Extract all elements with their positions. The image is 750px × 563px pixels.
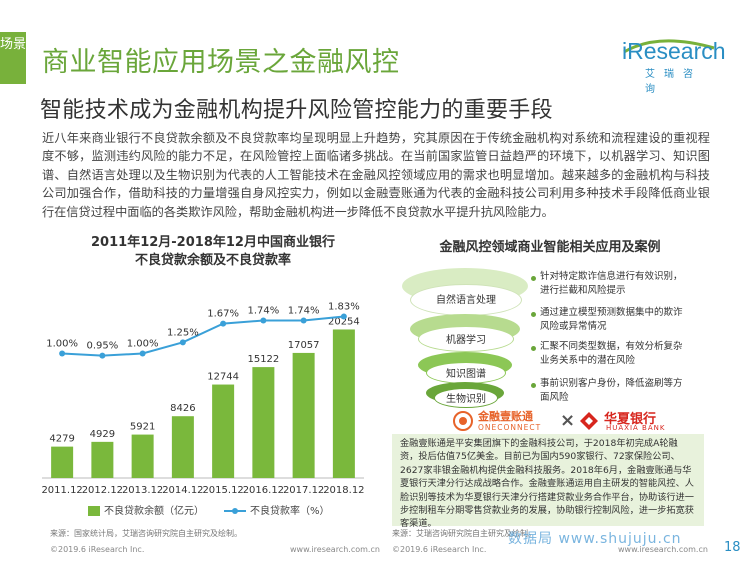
rate-point-2013.12 (139, 350, 146, 357)
rate-label-2012.12: 0.95% (86, 341, 118, 352)
rate-label-2011.12: 1.00% (46, 338, 78, 349)
case-description: 金融壹账通是平安集团旗下的金融科技公司，于2018年初完成A轮融资，投后估值75… (392, 434, 704, 529)
url-right: www.iresearch.com.cn (618, 545, 708, 554)
npl-chart: 4279 2011.12 4929 2012.12 5921 2013.12 8426 201… (41, 301, 364, 496)
watermark: 数据局 www.shujuju.cn (508, 531, 682, 547)
logo-subtext: 艾瑞咨询 (645, 69, 702, 95)
oneconnect-en: ONECONNECT (478, 423, 542, 432)
page-number: 18 (724, 540, 741, 555)
layer-label-2: 机器学习 (446, 335, 486, 346)
layer-label-1: 自然语言处理 (436, 295, 496, 306)
layer-desc-3: 汇聚不同类型数据，有效分析复杂业务关系中的潜在风险 (540, 341, 683, 366)
rate-point-2017.12 (300, 317, 307, 324)
legend-line-swatch (224, 508, 246, 514)
rate-point-2018.12 (340, 313, 347, 320)
bar-label-2016.12: 15122 (247, 354, 279, 365)
bar-2013.12 (131, 434, 154, 478)
bar-2016.12 (252, 367, 275, 478)
layer-desc-2: 通过建立模型预测数据集中的欺诈风险或异常情况 (540, 307, 683, 332)
layer-desc-1: 针对特定欺诈信息进行有效识别，进行拦截和风险提示 (540, 271, 683, 296)
rate-label-2014.12: 1.25% (167, 327, 199, 338)
source-note-right: 来源：艾瑞咨询研究院自主研究及绘制。 (392, 529, 536, 538)
desc-bullet-1 (531, 276, 536, 281)
bar-2015.12 (212, 384, 235, 478)
layer-label-4: 生物识别 (446, 394, 486, 405)
chart-title: 2011年12月-2018年12月中国商业银行 不良贷款余额及不良贷款率 (48, 234, 378, 270)
partner-logos: 金融壹账通 ONECONNECT × 华夏银行 HUAXIA BANK (452, 408, 702, 438)
bar-label-2017.12: 17057 (288, 340, 320, 351)
bar-label-2012.12: 4929 (90, 429, 115, 440)
page-subtitle: 智能技术成为金融机构提升风险管控能力的重要手段 (40, 98, 553, 123)
x-tick-2015.12: 2015.12 (202, 485, 243, 496)
layer-label-3: 知识图谱 (446, 369, 486, 380)
rate-label-2015.12: 1.67% (207, 309, 239, 320)
desc-bullet-2 (531, 312, 536, 317)
bar-2012.12 (91, 441, 114, 478)
oneconnect-name: 金融壹账通 (478, 410, 533, 423)
bar-label-2014.12: 8426 (170, 403, 195, 414)
iresearch-logo: iResearch 艾瑞咨询 (618, 38, 726, 95)
layer-disc-2 (418, 326, 514, 352)
huaxia-logo-icon (580, 412, 598, 430)
bar-2017.12 (292, 352, 315, 478)
source-note-left: 来源：国家统计局，艾瑞咨询研究院自主研究及绘制。 (50, 529, 242, 538)
logo-text: iResearch (622, 38, 726, 64)
rate-point-2011.12 (59, 350, 66, 357)
x-tick-2012.12: 2012.12 (82, 485, 123, 496)
rate-label-2013.12: 1.00% (127, 338, 159, 349)
huaxia-name: 华夏银行 (604, 412, 657, 427)
rate-line (62, 315, 344, 357)
bar-2011.12 (51, 446, 74, 478)
x-tick-2016.12: 2016.12 (243, 485, 284, 496)
rate-label-2016.12: 1.74% (247, 305, 279, 316)
layer-desc-4: 事前识别客户身份，降低盗刷等方面风险 (540, 378, 683, 403)
page-title: 商业智能应用场景之金融风控 (42, 47, 400, 78)
desc-bullet-4 (531, 383, 536, 388)
legend-bar-swatch (88, 506, 100, 516)
rate-point-2015.12 (220, 320, 227, 327)
rate-label-2018.12: 1.83% (328, 301, 360, 312)
legend-line-item: 不良贷款率（%） (224, 502, 330, 517)
bar-label-2011.12: 4279 (49, 434, 74, 445)
legend-bar-label: 不良贷款余额（亿元） (104, 506, 204, 517)
bar-label-2018.12: 20254 (328, 316, 360, 327)
x-tick-2014.12: 2014.12 (162, 485, 203, 496)
section-tab: 场景 (0, 32, 26, 84)
partnership-times: × (560, 410, 576, 431)
x-tick-2011.12: 2011.12 (41, 485, 82, 496)
bar-label-2015.12: 12744 (207, 372, 239, 383)
url-left: www.iresearch.com.cn (290, 545, 380, 554)
intro-paragraph: 近八年来商业银行不良贷款余额及不良贷款率均呈现明显上升趋势，究其原因在于传统金融… (42, 131, 710, 219)
tech-stack-diagram: 自然语言处理 机器学习 知识图谱 生物识别 (400, 268, 530, 408)
x-tick-2017.12: 2017.12 (283, 485, 324, 496)
logo-arc-icon (623, 39, 715, 54)
legend-line-label: 不良贷款率（%） (250, 506, 330, 517)
rate-point-2014.12 (179, 339, 186, 346)
huaxia-en: HUAXIA BANK (606, 424, 666, 432)
layer-disc-4 (434, 388, 498, 408)
copyright-left: ©2019.6 iResearch Inc. (50, 545, 145, 554)
rate-label-2017.12: 1.74% (288, 305, 320, 316)
right-panel-title: 金融风控领域商业智能相关应用及案例 (439, 240, 661, 255)
chart-title-line-2: 不良贷款余额及不良贷款率 (134, 253, 291, 268)
x-tick-2013.12: 2013.12 (122, 485, 163, 496)
chart-title-line-1: 2011年12月-2018年12月中国商业银行 (91, 235, 335, 250)
bar-2018.12 (332, 329, 355, 478)
bar-2014.12 (171, 416, 194, 478)
desc-bullet-3 (531, 346, 536, 351)
rate-point-2012.12 (99, 352, 106, 359)
legend-bar-item: 不良贷款余额（亿元） (88, 502, 204, 517)
oneconnect-logo-icon (453, 411, 473, 431)
x-tick-2018.12: 2018.12 (323, 485, 364, 496)
copyright-right: ©2019.6 iResearch Inc. (392, 545, 487, 554)
rate-point-2016.12 (260, 317, 267, 324)
bar-label-2013.12: 5921 (130, 422, 155, 433)
